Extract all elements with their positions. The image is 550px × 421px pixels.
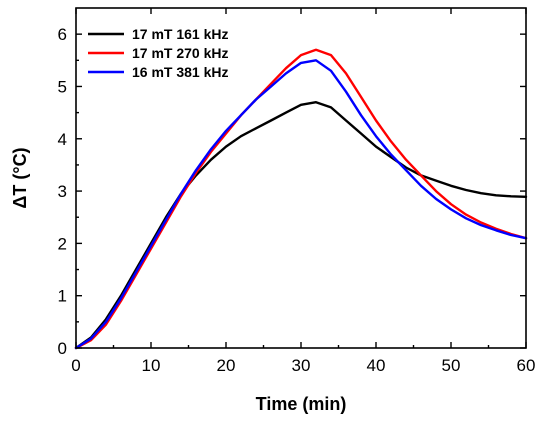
plot-area xyxy=(74,48,528,350)
x-tick-label: 60 xyxy=(517,356,536,375)
y-tick-label: 6 xyxy=(58,25,67,44)
y-tick-label: 5 xyxy=(58,77,67,96)
series-line-1 xyxy=(74,101,528,350)
legend-label-2: 17 mT 270 kHz xyxy=(132,45,229,61)
y-tick-label: 1 xyxy=(58,287,67,306)
x-axis-title: Time (min) xyxy=(256,394,347,414)
legend: 17 mT 161 kHz 17 mT 270 kHz 16 mT 381 kHz xyxy=(88,26,229,80)
y-axis-title: ΔT (°C) xyxy=(10,147,30,208)
y-tick-label: 3 xyxy=(58,182,67,201)
legend-label-1: 17 mT 161 kHz xyxy=(132,26,229,42)
series-line-2 xyxy=(74,48,528,350)
x-tick-label: 30 xyxy=(292,356,311,375)
x-tick-label: 40 xyxy=(367,356,386,375)
x-tick-label: 20 xyxy=(217,356,236,375)
ticks: 0 10 20 30 40 50 60 0 1 2 3 4 5 6 xyxy=(58,8,536,375)
y-tick-label: 4 xyxy=(58,130,67,149)
x-tick-label: 0 xyxy=(71,356,80,375)
legend-label-3: 16 mT 381 kHz xyxy=(132,64,229,80)
y-tick-label: 0 xyxy=(58,339,67,358)
y-tick-label: 2 xyxy=(58,234,67,253)
series-line-3 xyxy=(74,59,528,350)
x-tick-label: 10 xyxy=(142,356,161,375)
x-tick-label: 50 xyxy=(442,356,461,375)
